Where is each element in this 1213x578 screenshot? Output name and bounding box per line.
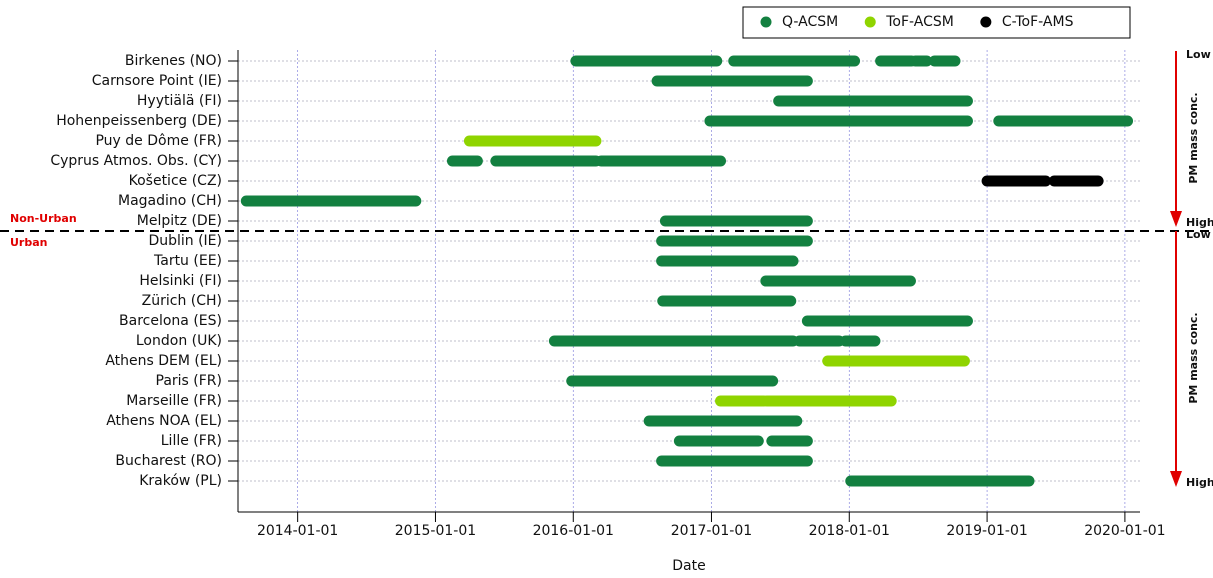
x-tick-label: 2016-01-01 [533, 523, 614, 539]
legend-label: Q-ACSM [782, 14, 838, 30]
y-tick-label: Tartu (EE) [153, 253, 222, 269]
x-tick-label: 2020-01-01 [1084, 523, 1165, 539]
arrow-top-label: Low [1186, 48, 1211, 61]
y-tick-label: Barcelona (ES) [119, 313, 222, 329]
x-tick-label: 2015-01-01 [395, 523, 476, 539]
arrow-head [1170, 471, 1182, 487]
legend-label: C-ToF-AMS [1002, 14, 1074, 30]
y-tick-label: Košetice (CZ) [129, 173, 222, 189]
y-tick-label: Carnsore Point (IE) [92, 73, 222, 89]
y-tick-label: Paris (FR) [156, 373, 223, 389]
arrow-bottom-label: High [1186, 476, 1213, 489]
x-tick-label: 2019-01-01 [946, 523, 1027, 539]
arrow-top-label: Low [1186, 228, 1211, 241]
arrow-label: PM mass conc. [1187, 92, 1200, 183]
y-tick-label: Hyytiälä (FI) [137, 93, 222, 109]
x-tick-label: 2017-01-01 [671, 523, 752, 539]
y-tick-label: London (UK) [136, 333, 222, 349]
y-tick-label: Marseille (FR) [126, 393, 222, 409]
x-tick-label: 2018-01-01 [809, 523, 890, 539]
x-tick-label: 2014-01-01 [257, 523, 338, 539]
y-tick-label: Kraków (PL) [139, 473, 222, 489]
y-tick-label: Athens DEM (EL) [105, 353, 222, 369]
y-tick-label: Cyprus Atmos. Obs. (CY) [50, 153, 222, 169]
y-tick-label: Melpitz (DE) [137, 213, 222, 229]
y-tick-label: Lille (FR) [161, 433, 222, 449]
arrow-bottom-label: High [1186, 216, 1213, 229]
legend-label: ToF-ACSM [885, 14, 954, 30]
group-label: Non-Urban [10, 212, 77, 225]
y-tick-label: Dublin (IE) [148, 233, 222, 249]
y-tick-label: Bucharest (RO) [115, 453, 222, 469]
arrow-label: PM mass conc. [1187, 312, 1200, 403]
legend-marker [864, 16, 876, 28]
y-tick-label: Birkenes (NO) [125, 53, 222, 69]
legend-box [742, 6, 1131, 39]
x-axis-label: Date [672, 558, 705, 574]
legend-marker [980, 16, 992, 28]
y-tick-label: Magadino (CH) [118, 193, 222, 209]
y-tick-label: Hohenpeissenberg (DE) [56, 113, 222, 129]
y-tick-label: Athens NOA (EL) [106, 413, 222, 429]
group-label: Urban [10, 236, 48, 249]
arrow-head [1170, 211, 1182, 227]
y-tick-label: Zürich (CH) [142, 293, 222, 309]
y-tick-label: Puy de Dôme (FR) [95, 133, 222, 149]
legend-marker [760, 16, 772, 28]
y-tick-label: Helsinki (FI) [139, 273, 222, 289]
